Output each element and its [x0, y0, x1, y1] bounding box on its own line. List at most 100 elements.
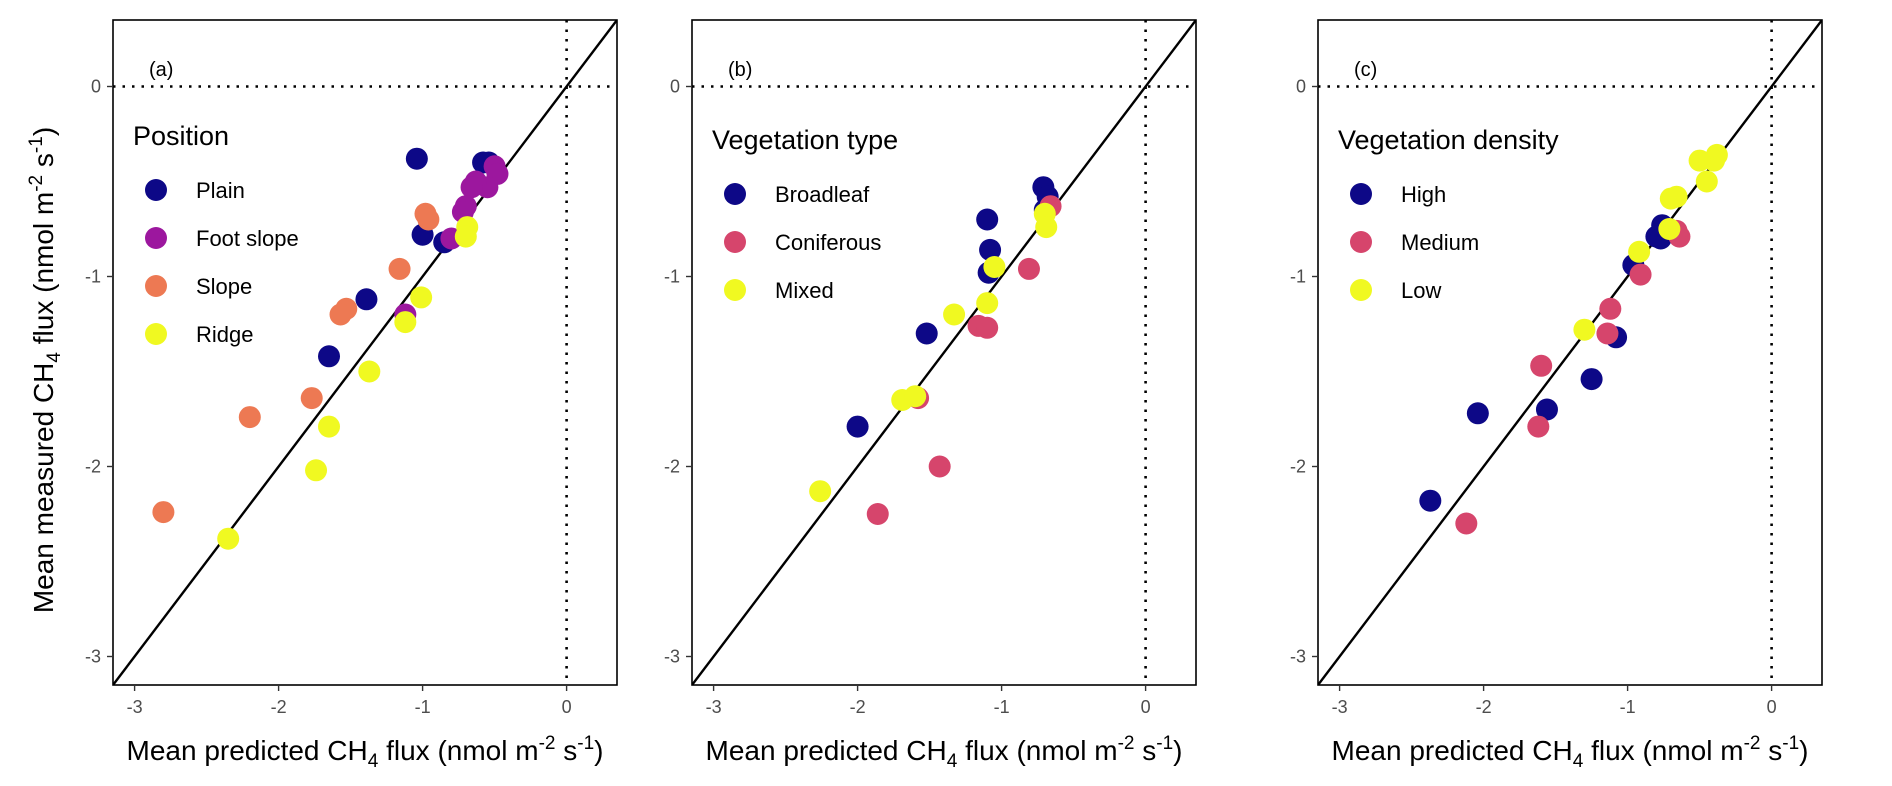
legend-label-low: Low: [1401, 278, 1441, 303]
y-tick-label: -3: [85, 647, 101, 667]
x-tick-label: 0: [1767, 697, 1777, 717]
legend-label-broadleaf: Broadleaf: [775, 182, 870, 207]
data-point-broadleaf: [979, 238, 1002, 261]
x-axis-title-part: Mean predicted CH: [127, 735, 368, 766]
x-axis-title-part: 4: [947, 751, 958, 772]
legend-label-ridge: Ridge: [196, 322, 253, 347]
legend: Vegetation type Broadleaf Coniferous Mixed: [712, 125, 898, 303]
data-point-mixed: [976, 292, 999, 315]
legend-marker-foot-slope: [145, 227, 167, 249]
data-point-slope: [417, 208, 440, 231]
data-point-high: [1535, 398, 1558, 421]
x-axis-title-part: flux (nmol m: [1583, 735, 1743, 766]
one-to-one-line: [692, 20, 1196, 685]
data-point-ridge: [410, 286, 433, 309]
x-axis-title-part: 4: [368, 751, 379, 772]
data-point-broadleaf: [846, 415, 869, 438]
data-point-mixed: [983, 256, 1006, 278]
legend: Position Plain Foot slope Slope Ridge: [133, 121, 299, 347]
legend-label-high: High: [1401, 182, 1446, 207]
x-tick-label: -3: [127, 697, 143, 717]
data-point-medium: [1629, 263, 1652, 286]
scatter-panel-2: -3 -2 -1 0-3-2-10(b)Vegetation typeBroadlea…: [664, 19, 1197, 772]
x-axis-title-part: ): [594, 735, 603, 766]
legend-label-medium: Medium: [1401, 230, 1479, 255]
x-tick-label: -2: [850, 697, 866, 717]
data-point-high: [1580, 368, 1603, 391]
x-axis-title-part: Mean predicted CH: [706, 735, 947, 766]
x-axis-title-part: 4: [1573, 751, 1584, 772]
legend-label-slope: Slope: [196, 274, 252, 299]
data-point-coniferous: [976, 316, 999, 339]
y-tick-label: 0: [1296, 77, 1306, 97]
x-axis-title-part: s: [1134, 735, 1156, 766]
legend-label-plain: Plain: [196, 178, 245, 203]
data-point-foot-slope: [460, 176, 483, 199]
data-point-ridge: [217, 527, 240, 550]
data-point-ridge: [358, 360, 381, 383]
legend-marker-plain: [145, 179, 167, 201]
x-tick-label: 0: [1141, 697, 1151, 717]
x-tick-label: -1: [415, 697, 431, 717]
plot-area: [692, 20, 1196, 685]
x-tick-label: -3: [1332, 697, 1348, 717]
x-axis-title-part: ): [1173, 735, 1182, 766]
legend-marker-coniferous: [724, 231, 746, 253]
data-point-medium: [1599, 297, 1622, 320]
x-axis-title-part: -1: [1782, 733, 1799, 754]
legend-label-foot-slope: Foot slope: [196, 226, 299, 251]
data-point-coniferous: [1017, 257, 1040, 280]
legend-marker-slope: [145, 275, 167, 297]
x-axis-title-part: s: [1760, 735, 1782, 766]
x-tick-label: -2: [271, 697, 287, 717]
legend: Vegetation density High Medium Low: [1338, 125, 1559, 303]
y-tick-label: -1: [1290, 267, 1306, 287]
data-point-plain: [355, 288, 378, 311]
y-tick-label: -2: [664, 457, 680, 477]
legend-label-mixed: Mixed: [775, 278, 834, 303]
data-point-ridge: [454, 225, 477, 248]
data-point-slope: [152, 501, 175, 524]
x-axis-title-part: flux (nmol m: [957, 735, 1117, 766]
x-tick-label: -1: [994, 697, 1010, 717]
x-tick-label: 0: [562, 697, 572, 717]
data-point-low: [1659, 187, 1682, 210]
data-point-mixed: [904, 385, 927, 408]
plot-area: [1318, 20, 1822, 685]
data-point-ridge: [305, 459, 328, 482]
data-point-broadleaf: [915, 322, 938, 345]
panel-frame: [112, 19, 618, 686]
x-axis-title-part: Mean predicted CH: [1332, 735, 1573, 766]
data-point-medium: [1530, 354, 1553, 377]
data-point-slope: [300, 387, 323, 410]
legend-label-coniferous: Coniferous: [775, 230, 881, 255]
one-to-one-line: [1318, 20, 1822, 685]
data-point-low: [1695, 170, 1718, 193]
data-point-medium: [1455, 512, 1478, 535]
legend-marker-low: [1350, 279, 1372, 301]
x-axis-title: Mean predicted CH4 flux (nmol m-2 s-1): [127, 733, 604, 772]
data-point-slope: [388, 257, 411, 280]
data-point-low: [1658, 218, 1681, 240]
x-axis-title-part: -2: [1118, 733, 1135, 754]
x-axis-title-part: -2: [1744, 733, 1761, 754]
data-point-coniferous: [928, 455, 951, 478]
data-point-mixed: [809, 480, 832, 503]
data-point-ridge: [394, 311, 417, 334]
data-point-slope: [238, 406, 261, 429]
x-tick-label: -2: [1476, 697, 1492, 717]
data-point-high: [1466, 402, 1489, 425]
legend-marker-medium: [1350, 231, 1372, 253]
x-tick-label: -3: [706, 697, 722, 717]
legend-title: Position: [133, 121, 229, 151]
legend-title: Vegetation type: [712, 125, 898, 155]
legend-marker-high: [1350, 183, 1372, 205]
x-axis-title-part: -2: [539, 733, 556, 754]
y-tick-label: 0: [91, 77, 101, 97]
data-point-low: [1628, 240, 1651, 263]
x-axis-title-part: s: [555, 735, 577, 766]
y-tick-label: 0: [670, 77, 680, 97]
panel-label: (a): [149, 59, 173, 81]
